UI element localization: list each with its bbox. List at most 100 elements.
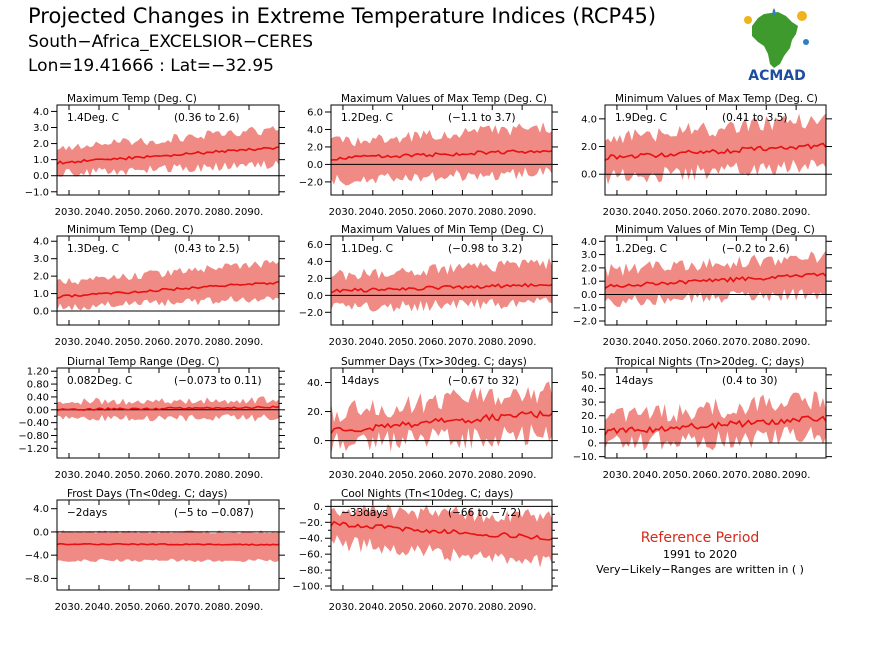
x-tick-label: 2090.	[782, 207, 811, 218]
y-tick-label: −2.0	[299, 308, 323, 319]
x-tick-label: 2050.	[115, 207, 144, 218]
x-tick-label: 2070.	[722, 470, 751, 481]
y-tick-label: −40.	[299, 534, 323, 545]
x-tick-label: 2070.	[175, 602, 204, 613]
x-tick-label: 2060.	[692, 470, 721, 481]
chart-panel-7: 2030. 2040. 2050. 2060. 2070. 2080. 2090. 1.20 0…	[18, 356, 285, 481]
range-note: Very−Likely−Ranges are written in ( )	[596, 563, 804, 576]
y-tick-label: −20.	[299, 518, 323, 529]
x-tick-label: 2080.	[205, 207, 234, 218]
range-label: (0.43 to 2.5)	[174, 243, 240, 255]
x-tick-label: 2080.	[478, 337, 507, 348]
x-tick-label: 2070.	[448, 337, 477, 348]
x-tick-label: 2040.	[358, 207, 387, 218]
y-tick-label: 4.0	[33, 107, 49, 118]
range-label: (0.36 to 2.6)	[174, 112, 240, 124]
y-tick-label: 40.	[307, 378, 323, 389]
chart-title: Frost Days (Tn<0deg. C; days)	[67, 488, 227, 500]
x-tick-label: 2030.	[55, 207, 84, 218]
x-tick-label: 2060.	[145, 207, 174, 218]
y-tick-label: 1.0	[33, 155, 49, 166]
plot-frame	[604, 104, 827, 196]
chart-panel-3: 2030. 2040. 2050. 2060. 2070. 2080. 2090. 4.0 2.…	[581, 93, 832, 218]
range-label: (0.4 to 30)	[722, 375, 777, 387]
x-tick-label: 2090.	[782, 337, 811, 348]
chart-panel-2: 2030. 2040. 2050. 2060. 2070. 2080. 2090. 6.0 4.…	[299, 93, 558, 218]
x-tick-label: 2030.	[55, 337, 84, 348]
range-band	[57, 396, 279, 422]
x-tick-label: 2040.	[358, 602, 387, 613]
acmad-logo-text: ACMAD	[748, 68, 806, 84]
y-tick-label: −2.0	[299, 177, 323, 188]
chart-title: Cool Nights (Tn<10deg. C; days)	[341, 488, 513, 500]
station-coordinates: Lon=19.41666 : Lat=−32.95	[28, 56, 274, 76]
y-tick-label: 4.0	[581, 237, 597, 248]
mean-change-label: 14days	[615, 375, 653, 387]
mean-change-label: 1.4Deg. C	[67, 112, 119, 124]
x-tick-label: 2050.	[662, 470, 691, 481]
x-tick-label: 2070.	[448, 602, 477, 613]
y-tick-label: −1.0	[573, 303, 597, 314]
x-tick-label: 2030.	[55, 470, 84, 481]
range-label: (0.41 to 3.5)	[722, 112, 788, 124]
chart-panel-9: 2030. 2040. 2050. 2060. 2070. 2080. 2090. 50. 40…	[573, 356, 832, 481]
x-tick-label: 2090.	[235, 337, 264, 348]
plot-frame	[56, 104, 280, 196]
x-tick-label: 2060.	[692, 337, 721, 348]
station-name: South−Africa_EXCELSIOR−CERES	[28, 32, 314, 52]
x-tick-label: 2090.	[782, 470, 811, 481]
y-tick-label: 1.0	[33, 289, 49, 300]
chart-panel-1: 2030. 2040. 2050. 2060. 2070. 2080. 2090. 4.0 3.…	[25, 93, 285, 218]
y-tick-label: 2.0	[33, 272, 49, 283]
mean-line	[330, 410, 553, 434]
y-tick-label: −1.0	[25, 187, 49, 198]
x-tick-label: 2040.	[632, 207, 661, 218]
mean-change-label: 14days	[341, 375, 379, 387]
x-tick-label: 2030.	[55, 602, 84, 613]
plot-frame	[330, 235, 553, 326]
mean-change-label: 1.1Deg. C	[341, 243, 393, 255]
x-tick-label: 2060.	[418, 470, 447, 481]
chart-title: Maximum Values of Min Temp (Deg. C)	[341, 224, 544, 236]
x-tick-label: 2040.	[85, 337, 114, 348]
mean-change-label: 1.2Deg. C	[615, 243, 667, 255]
range-label: (−0.2 to 2.6)	[722, 243, 790, 255]
x-tick-label: 2060.	[418, 602, 447, 613]
page-title: Projected Changes in Extreme Temperature…	[28, 4, 657, 28]
x-tick-label: 2060.	[145, 602, 174, 613]
y-tick-label: −1.20	[18, 444, 49, 455]
y-tick-label: 3.0	[33, 254, 49, 265]
mean-change-label: 1.2Deg. C	[341, 112, 393, 124]
chart-title: Minimum Values of Min Temp (Deg. C)	[615, 224, 815, 236]
x-tick-label: 2060.	[145, 470, 174, 481]
x-tick-label: 2090.	[235, 207, 264, 218]
y-tick-label: 1.20	[27, 367, 49, 378]
mean-line	[56, 280, 280, 300]
x-tick-label: 2070.	[722, 207, 751, 218]
mean-change-label: 1.9Deg. C	[615, 112, 667, 124]
range-band	[57, 126, 279, 177]
x-tick-label: 2040.	[358, 470, 387, 481]
x-tick-label: 2090.	[508, 602, 537, 613]
x-tick-label: 2090.	[235, 602, 264, 613]
x-tick-label: 2070.	[448, 207, 477, 218]
x-tick-label: 2060.	[692, 207, 721, 218]
y-tick-label: 30.	[581, 398, 597, 409]
x-tick-label: 2090.	[235, 470, 264, 481]
y-tick-label: 4.0	[581, 114, 597, 125]
x-tick-label: 2050.	[388, 207, 417, 218]
chart-panel-6: 2030. 2040. 2050. 2060. 2070. 2080. 2090. 4.0 3.…	[573, 224, 832, 348]
x-tick-label: 2030.	[603, 337, 632, 348]
x-tick-label: 2070.	[448, 470, 477, 481]
chart-title: Diurnal Temp Range (Deg. C)	[67, 356, 219, 368]
plot-frame	[56, 235, 280, 326]
reference-period-years: 1991 to 2020	[662, 548, 738, 561]
mean-line	[56, 405, 280, 412]
plot-frame	[604, 367, 827, 459]
y-tick-label: 10.	[581, 425, 597, 436]
y-tick-label: 0.0	[581, 170, 597, 181]
plot-frame	[330, 499, 553, 591]
mean-change-label: 0.082Deg. C	[67, 375, 132, 387]
y-tick-label: −60.	[299, 550, 323, 561]
